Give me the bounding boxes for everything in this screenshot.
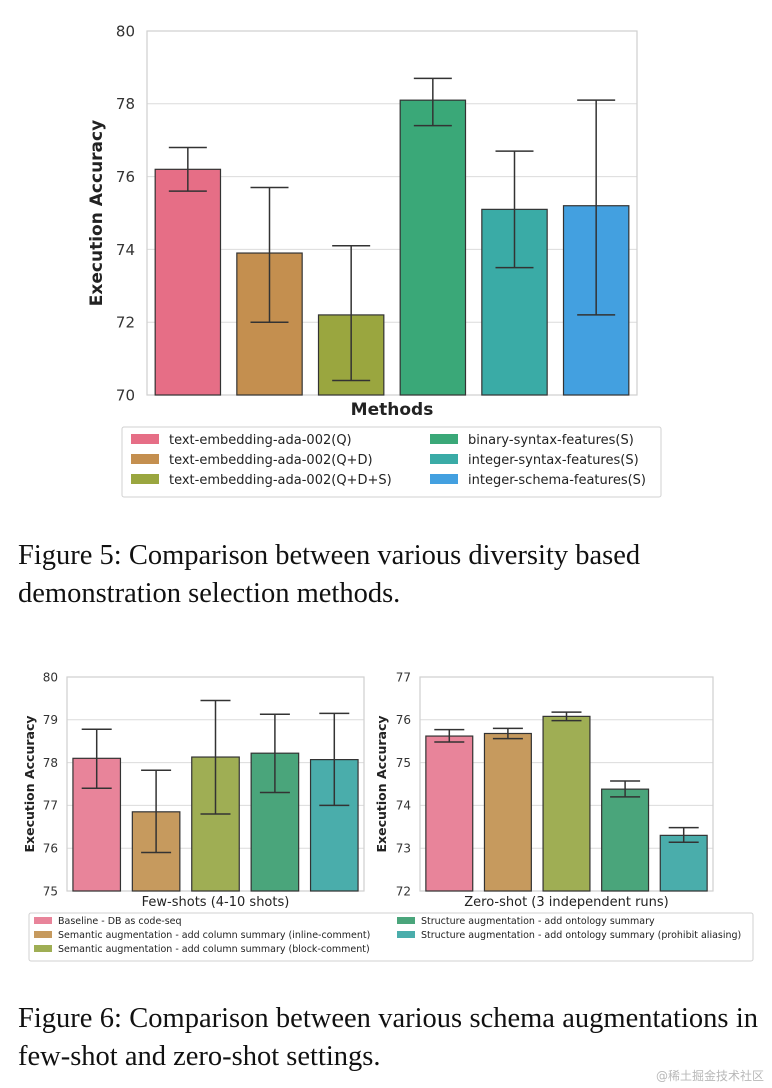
y-tick-label: 76 [116, 168, 135, 186]
x-axis-label: Few-shots (4-10 shots) [142, 895, 290, 910]
legend-swatch-1 [34, 917, 52, 924]
y-tick-label: 77 [396, 670, 411, 684]
y-tick-label: 79 [43, 713, 58, 727]
y-tick-label: 78 [43, 756, 58, 770]
y-tick-label: 73 [396, 842, 411, 856]
legend-label-1: Baseline - DB as code-seq [58, 916, 182, 927]
y-tick-label: 78 [116, 95, 135, 113]
y-tick-label: 75 [43, 884, 58, 898]
figure-5-chart: 70 72 74 76 78 80 Execution Accuracy Methods tex… [87, 22, 662, 498]
y-tick-label: 77 [43, 799, 58, 813]
y-tick-label: 72 [116, 314, 135, 332]
legend-label-1: text-embedding-ada-002(Q) [169, 433, 352, 448]
y-tick-label: 80 [43, 670, 58, 684]
bar-3 [542, 715, 591, 892]
y-tick-label: 76 [396, 713, 411, 727]
legend-label-2: Semantic augmentation - add column summa… [58, 930, 370, 941]
y-tick-label: 74 [116, 241, 135, 259]
legend-label-4: Structure augmentation - add ontology su… [421, 916, 655, 927]
legend-swatch-5 [430, 454, 458, 464]
legend-swatch-2 [131, 454, 159, 464]
legend-box [121, 426, 662, 498]
legend-swatch-4 [430, 434, 458, 444]
y-tick-label: 75 [396, 756, 411, 770]
figure-5-caption: Figure 5: Comparison between various div… [18, 540, 641, 609]
y-tick-label: 80 [116, 22, 135, 40]
legend-swatch-1 [131, 434, 159, 444]
legend-swatch-6 [430, 474, 458, 484]
legend-swatch-3 [34, 945, 52, 952]
legend-box [28, 912, 754, 962]
legend-label-4: binary-syntax-features(S) [468, 433, 634, 448]
y-tick-label: 70 [116, 386, 135, 404]
x-axis-label: Methods [351, 400, 434, 420]
figure-6-caption: Figure 6: Comparison between various sch… [18, 1003, 758, 1072]
y-axis-label: Execution Accuracy [374, 715, 389, 852]
figure-6-chart: 75 76 77 78 79 80 Execution Accuracy Few-shots … [22, 670, 754, 962]
bar-4 [601, 788, 650, 892]
legend-label-6: integer-schema-features(S) [468, 473, 646, 488]
legend-swatch-5 [397, 931, 415, 938]
y-tick-label: 76 [43, 842, 58, 856]
legend-label-5: Structure augmentation - add ontology su… [421, 930, 741, 941]
y-tick-label: 74 [396, 799, 411, 813]
plot-frame [146, 30, 638, 396]
y-axis-label: Execution Accuracy [22, 715, 37, 852]
bar-4 [399, 99, 467, 396]
legend-swatch-2 [34, 931, 52, 938]
legend-label-3: text-embedding-ada-002(Q+D+S) [169, 473, 392, 488]
legend-swatch-3 [131, 474, 159, 484]
bar-1 [425, 735, 474, 892]
y-axis-label: Execution Accuracy [87, 120, 107, 306]
x-axis-label: Zero-shot (3 independent runs) [464, 895, 669, 910]
legend-label-5: integer-syntax-features(S) [468, 453, 639, 468]
bar-2 [483, 732, 532, 892]
bar-1 [154, 168, 222, 396]
legend-label-2: text-embedding-ada-002(Q+D) [169, 453, 373, 468]
legend-swatch-4 [397, 917, 415, 924]
watermark: @稀土掘金技术社区 [655, 1069, 764, 1083]
y-tick-label: 72 [396, 884, 411, 898]
legend-label-3: Semantic augmentation - add column summa… [58, 944, 370, 955]
bar-5 [659, 834, 708, 892]
plot-area [147, 31, 637, 395]
